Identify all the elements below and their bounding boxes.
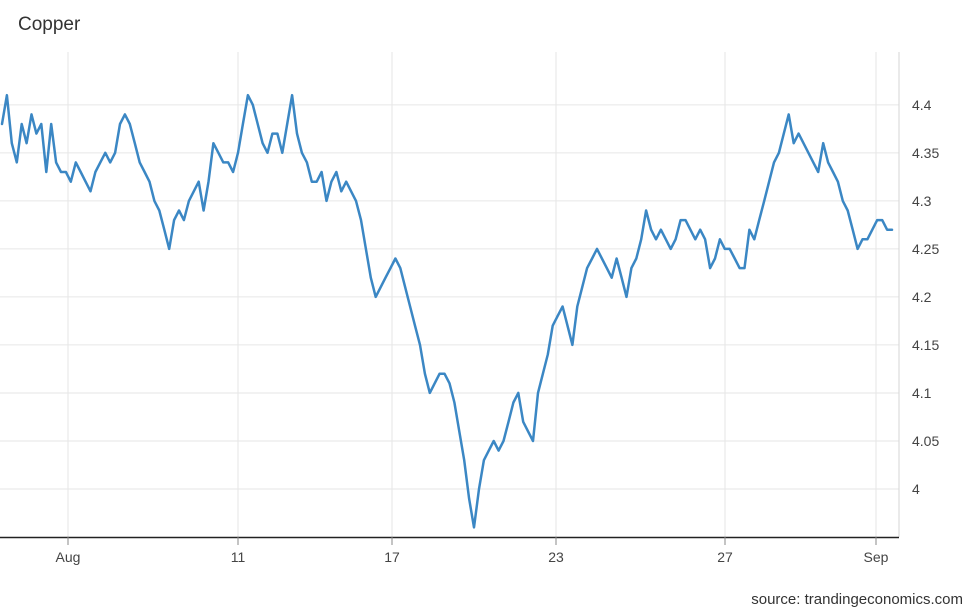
y-tick-label: 4.1 xyxy=(912,385,932,401)
y-gridlines xyxy=(0,104,899,490)
y-tick-label: 4 xyxy=(912,481,920,497)
source-note: source: trandingeconomics.com xyxy=(751,591,963,608)
y-axis-labels: 4 4.05 4.1 4.15 4.2 4.25 4.3 4.35 4.4 xyxy=(912,97,939,497)
y-tick-label: 4.35 xyxy=(912,145,939,161)
y-tick-label: 4.15 xyxy=(912,337,939,353)
x-tick-label: 11 xyxy=(231,549,246,565)
x-gridlines xyxy=(67,52,877,537)
x-tick-label: 23 xyxy=(548,549,564,565)
x-tick-label: Sep xyxy=(864,549,889,565)
y-tick-label: 4.25 xyxy=(912,241,939,257)
y-tick-label: 4.4 xyxy=(912,97,932,113)
y-tick-label: 4.2 xyxy=(912,289,932,305)
copper-price-line xyxy=(0,93,894,529)
y-tick-label: 4.3 xyxy=(912,193,932,209)
chart-title: Copper xyxy=(18,14,81,35)
x-axis-labels: Aug 11 17 23 27 Sep xyxy=(56,549,889,565)
y-tick-label: 4.05 xyxy=(912,433,939,449)
x-axis-ticks xyxy=(67,537,877,545)
x-tick-label: Aug xyxy=(56,549,81,565)
x-tick-label: 27 xyxy=(717,549,733,565)
x-tick-label: 17 xyxy=(384,549,400,565)
